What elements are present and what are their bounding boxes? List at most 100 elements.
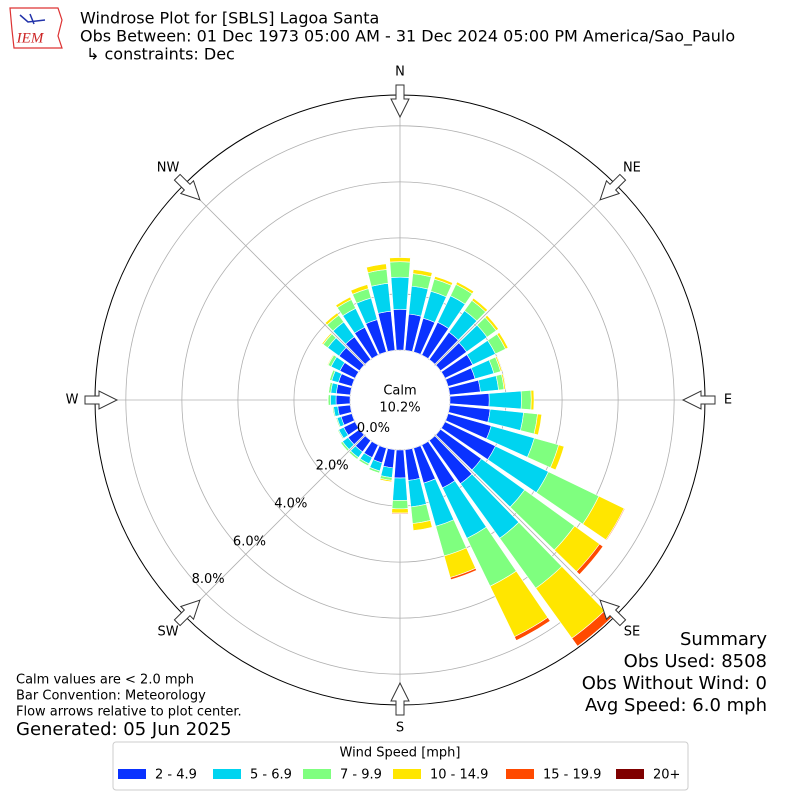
- wind-bar-segment: [412, 269, 433, 278]
- legend-label: 2 - 4.9: [155, 768, 197, 783]
- compass-label: NW: [157, 161, 180, 176]
- logo-text: IEM: [16, 30, 45, 46]
- wind-bar-segment: [321, 332, 333, 345]
- wind-bar-segment: [350, 284, 369, 295]
- summary-title: Summary: [680, 629, 767, 650]
- legend-swatch: [213, 769, 241, 779]
- wind-bar-segment: [368, 468, 380, 475]
- grid-line: [184, 184, 401, 401]
- wind-bar-segment: [501, 373, 506, 390]
- arrow-shape: [599, 599, 627, 627]
- wind-bar-segment: [327, 381, 331, 394]
- calm-circle: [351, 351, 449, 449]
- radial-tick-label: 0.0%: [357, 421, 390, 436]
- chart-subtitle: Obs Between: 01 Dec 1973 05:00 AM - 31 D…: [80, 27, 735, 47]
- note: Flow arrows relative to plot center.: [16, 705, 242, 720]
- wind-bar-segment: [339, 442, 348, 452]
- logo: IEM: [9, 7, 63, 49]
- arrow-shape: [173, 173, 201, 201]
- legend-label: 10 - 14.9: [430, 768, 488, 783]
- wind-bar-segment: [576, 543, 604, 575]
- summary-line: Obs Without Wind: 0: [582, 673, 767, 694]
- arrow-shape: [681, 390, 716, 410]
- wind-bar-segment: [496, 332, 509, 350]
- wind-bar-segment: [488, 390, 522, 410]
- compass-label: W: [66, 393, 79, 408]
- grid-line: [184, 399, 401, 616]
- wind-bar-segment: [358, 460, 369, 467]
- compass-label: S: [396, 721, 404, 736]
- wind-bar-segment: [520, 390, 532, 410]
- compass-label: SE: [624, 624, 640, 639]
- wind-bar-segment: [328, 369, 334, 381]
- wind-bar-segment: [471, 297, 489, 313]
- arrow-shape: [390, 84, 410, 119]
- compass-arrow: [599, 599, 627, 627]
- wind-bar-segment: [389, 261, 411, 278]
- wind-bar-segment: [379, 477, 393, 483]
- wind-bar-segment: [393, 449, 407, 479]
- constraints: ↳ constraints: Dec: [86, 45, 235, 64]
- polar-plot: Calm 10.2% 0.0% 2.0% 4.0% 6.0% 8.0% N NE E SE S SW W N…: [66, 65, 733, 736]
- note: Calm values are < 2.0 mph: [16, 673, 194, 688]
- legend-label: 7 - 9.9: [340, 768, 382, 783]
- wind-bar-segment: [366, 263, 388, 274]
- legend-title: Wind Speed [mph]: [340, 746, 461, 761]
- compass-arrow: [390, 681, 410, 716]
- arrow-shape: [390, 681, 410, 716]
- radial-tick-label: 2.0%: [316, 459, 349, 474]
- calm-label: Calm: [383, 384, 416, 399]
- wind-bar-segment: [348, 452, 358, 461]
- wind-bar-segment: [335, 417, 340, 428]
- compass-label: E: [724, 393, 732, 408]
- compass-label: NE: [623, 161, 641, 176]
- compass-arrow: [390, 84, 410, 119]
- legend: 2 - 4.9 5 - 6.9 7 - 9.9 10 - 14.9 15 - 19.9 2…: [118, 768, 680, 783]
- wind-bar-segment: [605, 507, 626, 541]
- compass-arrow: [84, 390, 119, 410]
- grid-line: [399, 399, 616, 616]
- logo-mark: [19, 13, 46, 25]
- calm-value: 10.2%: [379, 401, 420, 416]
- wind-bar-segment: [550, 444, 565, 471]
- wind-bar-segment: [391, 512, 409, 515]
- wind-bar-segment: [324, 312, 340, 326]
- wind-bar-segment: [577, 617, 613, 648]
- compass-arrow: [173, 173, 201, 201]
- generated: Generated: 05 Jun 2025: [16, 719, 232, 740]
- legend-box: [112, 741, 689, 791]
- note: Bar Convention: Meteorology: [16, 689, 206, 704]
- compass-arrow: [681, 390, 716, 410]
- wind-bar-segment: [327, 394, 329, 406]
- legend-swatch: [506, 769, 534, 779]
- compass-arrow: [173, 599, 201, 627]
- radial-tick-label: 4.0%: [274, 497, 307, 512]
- wind-bar-segment: [484, 314, 499, 332]
- wind-bar-segment: [449, 567, 477, 581]
- wind-bar-segment: [392, 477, 408, 501]
- summary-line: Obs Used: 8508: [624, 651, 767, 672]
- wind-bar-segment: [412, 520, 433, 531]
- wind-bar-segment: [390, 276, 410, 310]
- arrow-shape: [599, 173, 627, 201]
- legend-label: 20+: [653, 768, 680, 783]
- wind-bar-segment: [495, 356, 503, 372]
- wind-bar-segment: [330, 394, 337, 406]
- wind-bar-segment: [331, 406, 335, 418]
- summary-line: Avg Speed: 6.0 mph: [585, 695, 767, 716]
- wind-bar-segment: [335, 394, 351, 406]
- logo-outline: [9, 7, 63, 49]
- wind-bar-segment: [514, 617, 551, 641]
- radial-tick-label: 6.0%: [233, 534, 266, 549]
- wind-bar-segment: [326, 354, 335, 366]
- wind-bar-segment: [389, 257, 411, 263]
- legend-swatch: [118, 769, 146, 779]
- compass-label: N: [395, 65, 405, 80]
- arrow-shape: [84, 390, 119, 410]
- compass-label: SW: [158, 624, 179, 639]
- wind-bar-segment: [336, 429, 344, 440]
- legend-swatch: [393, 769, 421, 779]
- legend-swatch: [616, 769, 644, 779]
